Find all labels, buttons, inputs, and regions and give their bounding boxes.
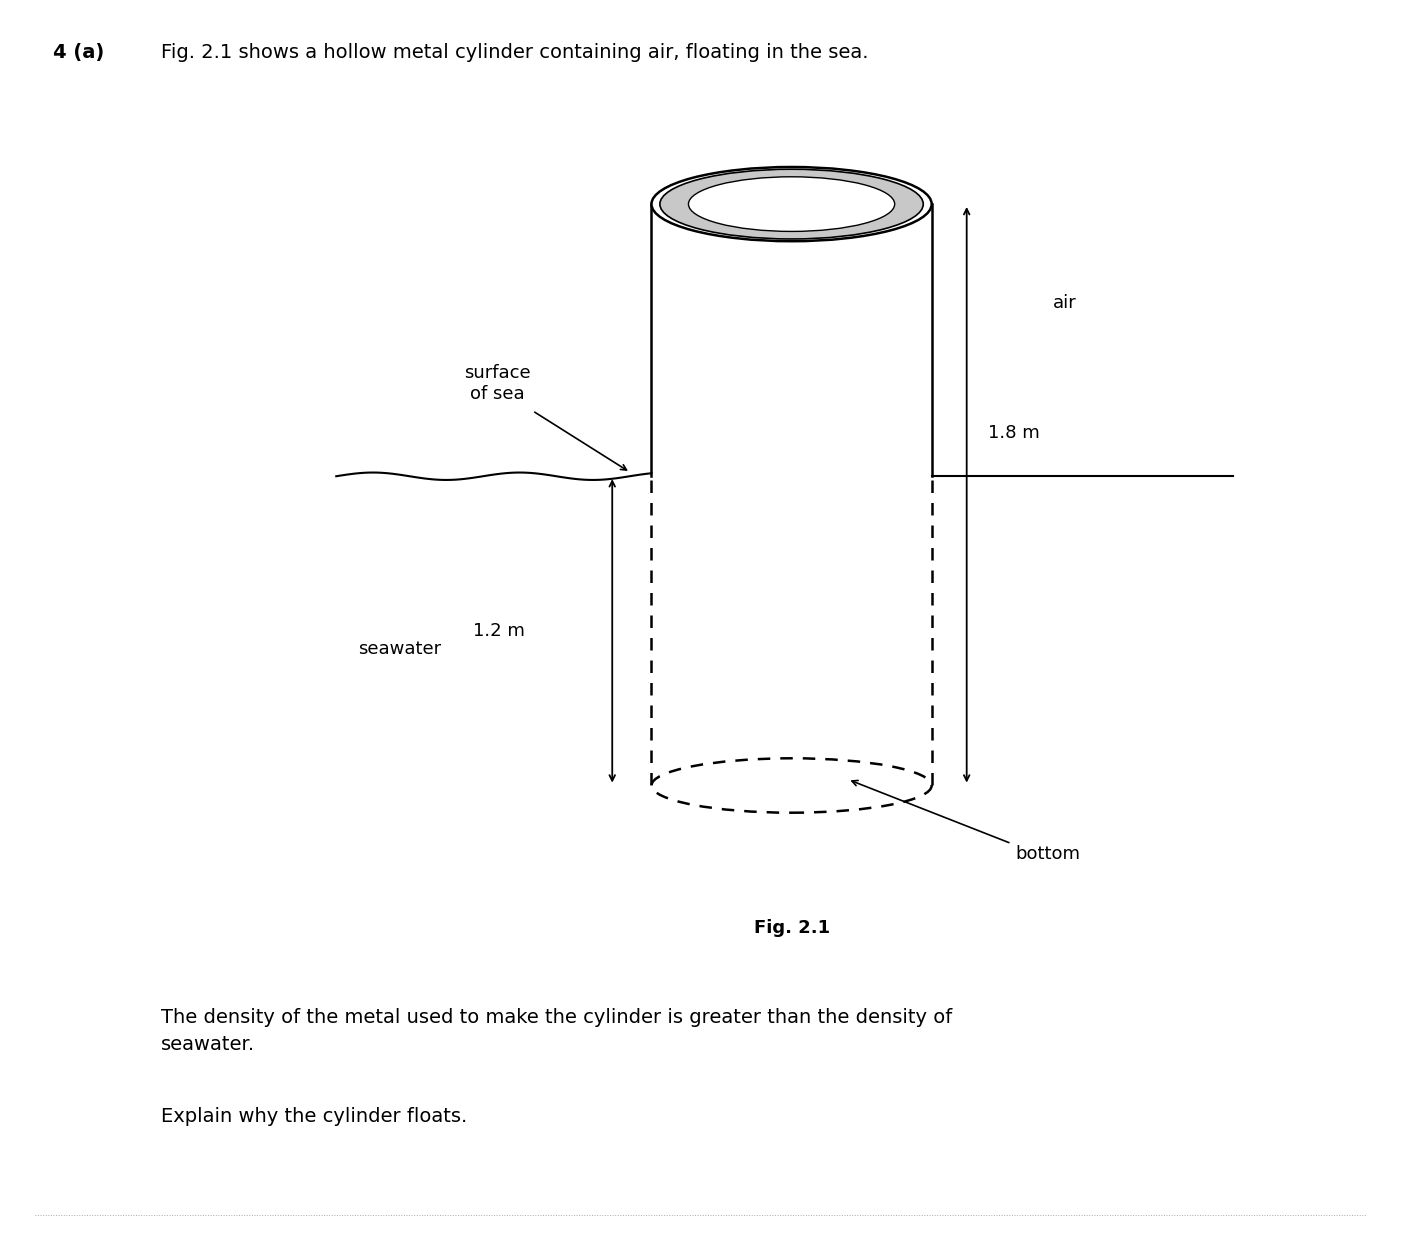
Text: bottom: bottom [1016,845,1080,862]
Text: Explain why the cylinder floats.: Explain why the cylinder floats. [161,1107,468,1126]
Ellipse shape [660,169,923,239]
Ellipse shape [688,177,895,231]
Text: Fig. 2.1: Fig. 2.1 [754,919,829,936]
Text: 1.2 m: 1.2 m [474,622,525,640]
Text: surface
of sea: surface of sea [464,364,531,403]
Text: 4 (a): 4 (a) [53,43,105,62]
Text: The density of the metal used to make the cylinder is greater than the density o: The density of the metal used to make th… [161,1008,953,1054]
Text: seawater: seawater [357,641,441,658]
Ellipse shape [651,167,932,241]
Text: Fig. 2.1 shows a hollow metal cylinder containing air, floating in the sea.: Fig. 2.1 shows a hollow metal cylinder c… [161,43,869,62]
Text: 1.8 m: 1.8 m [988,424,1040,442]
Text: air: air [1054,294,1076,312]
